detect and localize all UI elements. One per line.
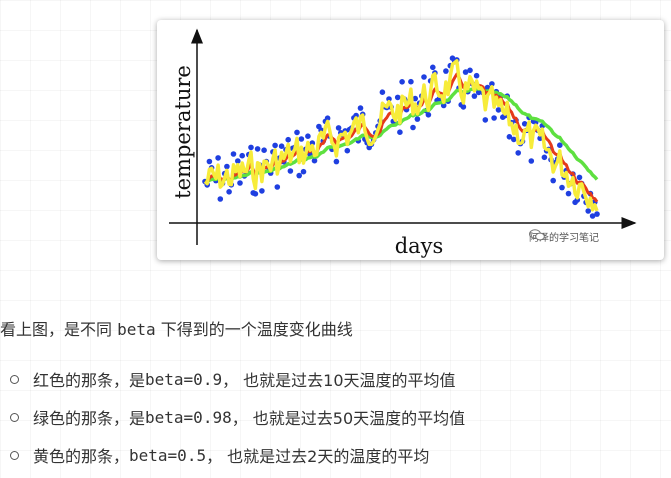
- data-point: [248, 144, 254, 151]
- data-point: [443, 68, 449, 74]
- data-point: [274, 184, 281, 190]
- data-point: [324, 115, 331, 121]
- temperature-plot: temperature days: [169, 28, 637, 258]
- data-point: [475, 89, 482, 96]
- list-item: 黄色的那条， beta=0.5， 也就是过去2天的温度的平均: [10, 436, 465, 474]
- data-point: [237, 180, 243, 186]
- data-point: [300, 168, 307, 175]
- data-point: [386, 96, 392, 102]
- data-point: [399, 79, 405, 85]
- data-point: [287, 168, 294, 174]
- data-point: [344, 147, 351, 154]
- data-point: [506, 134, 513, 140]
- yellow-ema-line: [203, 59, 599, 212]
- data-point: [311, 157, 318, 164]
- data-point: [473, 72, 480, 79]
- watermark-text: 阿泽的学习笔记: [529, 233, 599, 244]
- intro-text: 看上图，是不同 beta 下得到的一个温度变化曲线: [0, 316, 353, 340]
- data-point: [272, 142, 278, 149]
- bullet-suffix: ， 也就是过去2天的温度的平均: [206, 447, 430, 466]
- data-point: [565, 190, 572, 197]
- data-point: [460, 104, 467, 110]
- data-point: [521, 121, 528, 127]
- bullet-code: beta=0.98: [145, 407, 232, 427]
- data-point: [305, 133, 311, 139]
- bullet-prefix: 红色的那条，是: [33, 371, 146, 390]
- data-point: [471, 93, 478, 99]
- data-point: [254, 146, 261, 152]
- data-point: [252, 191, 259, 197]
- wechat-icon: [529, 229, 545, 241]
- list-item: 绿色的那条，是 beta=0.98， 也就是过去50天温度的平均值: [10, 398, 465, 436]
- bullet-prefix: 黄色的那条，: [33, 447, 130, 466]
- data-point: [414, 116, 421, 122]
- data-point: [296, 172, 302, 179]
- data-point: [335, 125, 342, 131]
- data-point: [394, 94, 401, 101]
- data-point: [215, 155, 221, 161]
- intro-code: beta: [117, 320, 156, 339]
- data-point: [357, 105, 364, 111]
- data-point: [397, 129, 403, 135]
- data-point: [589, 213, 596, 219]
- data-point: [430, 64, 436, 71]
- temperature-figure: temperature days 阿泽的学习笔记: [157, 20, 664, 260]
- data-point: [515, 150, 521, 156]
- list-item: 红色的那条，是 beta=0.9， 也就是过去10天温度的平均值: [10, 360, 465, 398]
- bullet-list: 红色的那条，是 beta=0.9， 也就是过去10天温度的平均值 绿色的那条，是…: [10, 360, 465, 474]
- intro-suffix: 下得到的一个温度变化曲线: [155, 320, 353, 339]
- data-point: [541, 154, 548, 161]
- data-point: [259, 188, 265, 194]
- data-point: [278, 143, 285, 149]
- data-point: [511, 136, 517, 143]
- bullet-circle-icon: [10, 412, 19, 422]
- data-point: [462, 69, 469, 75]
- data-point: [230, 151, 237, 157]
- bullet-prefix: 绿色的那条，是: [33, 409, 146, 428]
- data-point: [224, 163, 230, 170]
- data-point: [425, 112, 432, 118]
- bullet-suffix: ， 也就是过去50天温度的平均值: [231, 409, 466, 428]
- y-axis-label: temperature: [171, 65, 195, 199]
- data-point: [528, 158, 535, 164]
- data-point: [298, 136, 305, 142]
- data-point: [294, 129, 300, 136]
- data-point: [495, 107, 502, 113]
- data-point: [412, 95, 418, 102]
- data-point: [408, 78, 414, 85]
- data-points: [202, 55, 600, 219]
- data-point: [482, 117, 489, 123]
- data-point: [489, 81, 495, 87]
- data-point: [235, 158, 241, 164]
- data-point: [557, 142, 563, 148]
- data-point: [239, 152, 245, 159]
- watermark: 阿泽的学习笔记: [529, 229, 599, 244]
- data-point: [421, 74, 427, 80]
- data-point: [217, 196, 224, 202]
- data-point: [261, 147, 267, 153]
- bullet-code: beta=0.5: [129, 445, 207, 465]
- data-point: [585, 208, 591, 214]
- data-point: [309, 140, 316, 146]
- bullet-circle-icon: [10, 450, 19, 460]
- data-point: [410, 124, 416, 131]
- intro-prefix: 看上图，是不同: [0, 320, 118, 339]
- data-point: [550, 177, 556, 184]
- bullet-suffix: ， 也就是过去10天温度的平均值: [222, 371, 456, 390]
- data-point: [379, 89, 386, 95]
- data-point: [206, 158, 213, 165]
- data-point: [559, 184, 565, 191]
- data-point: [491, 115, 497, 121]
- data-point: [467, 67, 473, 74]
- data-point: [333, 158, 340, 165]
- data-point: [576, 174, 583, 181]
- x-axis-label: days: [395, 234, 444, 258]
- data-point: [594, 211, 600, 217]
- data-point: [285, 136, 291, 143]
- bullet-code: beta=0.9: [145, 369, 223, 389]
- data-point: [226, 189, 232, 195]
- bullet-circle-icon: [10, 374, 19, 384]
